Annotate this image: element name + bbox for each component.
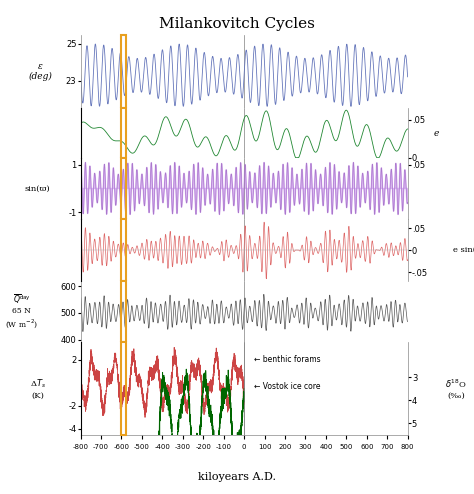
Text: ← Vostok ice core: ← Vostok ice core (255, 381, 321, 391)
Text: kiloyears A.D.: kiloyears A.D. (198, 472, 276, 482)
Bar (121, 158, 126, 219)
Text: Milankovitch Cycles: Milankovitch Cycles (159, 17, 315, 31)
Y-axis label: sin(ϖ): sin(ϖ) (25, 184, 50, 193)
Bar (121, 109, 126, 158)
Bar (121, 281, 126, 342)
Text: ← benthic forams: ← benthic forams (255, 355, 321, 364)
Y-axis label: Δ$T_s$
(K): Δ$T_s$ (K) (29, 378, 46, 400)
Y-axis label: $\overline{Q}^{\rm day}$
65 N
(W m$^{-2}$): $\overline{Q}^{\rm day}$ 65 N (W m$^{-2}… (5, 293, 38, 330)
Bar (121, 342, 126, 435)
Y-axis label: e sin(ϖ): e sin(ϖ) (453, 246, 474, 254)
Y-axis label: e: e (433, 128, 439, 137)
Bar (121, 219, 126, 281)
Bar (121, 35, 126, 109)
Y-axis label: $\delta^{18}$O
(‰): $\delta^{18}$O (‰) (445, 378, 467, 399)
Y-axis label: ε
(deg): ε (deg) (29, 62, 53, 82)
